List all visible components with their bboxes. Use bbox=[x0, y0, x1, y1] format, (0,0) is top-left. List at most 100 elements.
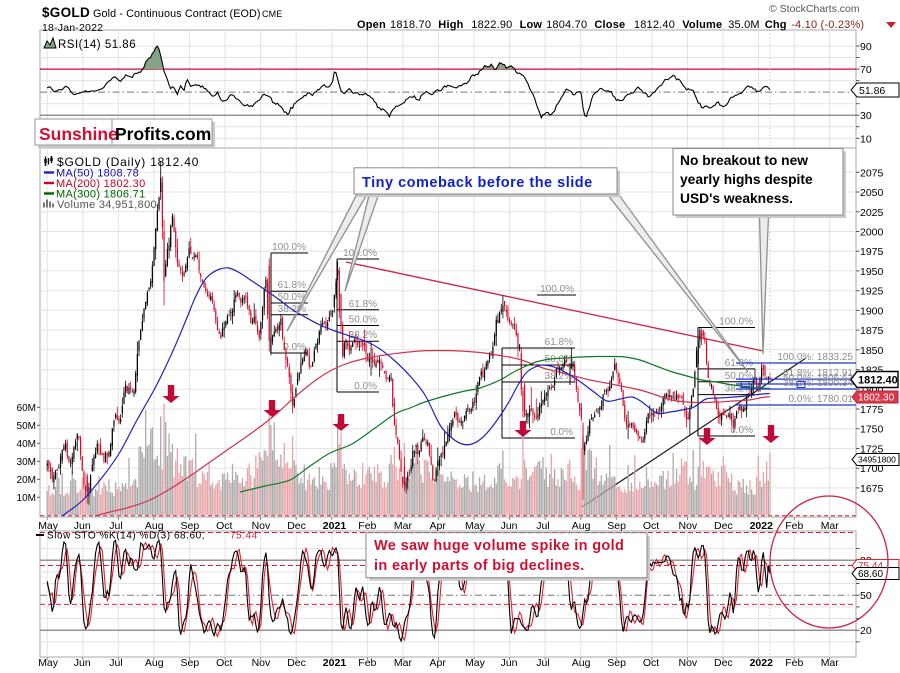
svg-text:0.0%: 0.0% bbox=[730, 425, 753, 436]
svg-text:1675: 1675 bbox=[860, 483, 884, 495]
svg-text:Jul: Jul bbox=[109, 520, 122, 532]
svg-text:Sep: Sep bbox=[607, 657, 626, 669]
svg-text:60M: 60M bbox=[17, 403, 36, 414]
svg-text:We saw huge volume spike in go: We saw huge volume spike in gold bbox=[374, 538, 624, 554]
svg-text:Jul: Jul bbox=[536, 657, 549, 669]
svg-text:1802.30: 1802.30 bbox=[858, 393, 895, 404]
svg-text:50.0%: 1806.63: 50.0%: 1806.63 bbox=[783, 373, 853, 384]
svg-text:Feb: Feb bbox=[358, 657, 376, 669]
svg-text:20M: 20M bbox=[17, 475, 36, 486]
svg-text:1900: 1900 bbox=[860, 305, 884, 317]
svg-text:Aug: Aug bbox=[145, 657, 164, 669]
svg-text:50M: 50M bbox=[17, 421, 36, 432]
svg-text:Jun: Jun bbox=[501, 520, 518, 532]
svg-text:CME: CME bbox=[262, 9, 282, 19]
svg-text:38.2%: 38.2% bbox=[349, 330, 377, 341]
svg-text:Feb: Feb bbox=[785, 657, 803, 669]
svg-text:Mar: Mar bbox=[394, 520, 413, 532]
svg-text:Apr: Apr bbox=[430, 657, 447, 669]
svg-text:90: 90 bbox=[860, 41, 872, 53]
svg-text:Chg: Chg bbox=[765, 19, 787, 31]
svg-text:in early parts of big declines: in early parts of big declines. bbox=[374, 558, 585, 574]
svg-text:Dec: Dec bbox=[287, 520, 306, 532]
svg-text:yearly highs despite: yearly highs despite bbox=[680, 172, 813, 187]
svg-text:0.0%: 0.0% bbox=[283, 342, 306, 353]
svg-text:100.0%: 100.0% bbox=[272, 242, 306, 253]
svg-text:2021: 2021 bbox=[323, 657, 347, 669]
svg-text:Mar: Mar bbox=[394, 657, 413, 669]
svg-text:MA(50) 1808.78: MA(50) 1808.78 bbox=[56, 168, 139, 180]
svg-text:Aug: Aug bbox=[145, 520, 164, 532]
svg-text:1725: 1725 bbox=[860, 444, 884, 456]
svg-text:2075: 2075 bbox=[860, 167, 884, 179]
svg-text:51.86: 51.86 bbox=[859, 85, 885, 97]
svg-text:RSI(14) 51.86: RSI(14) 51.86 bbox=[58, 39, 136, 51]
svg-text:Sep: Sep bbox=[607, 520, 626, 532]
svg-text:18-Jan-2022: 18-Jan-2022 bbox=[42, 22, 103, 34]
svg-text:Nov: Nov bbox=[679, 520, 698, 532]
svg-text:2025: 2025 bbox=[860, 207, 884, 219]
svg-text:Oct: Oct bbox=[216, 657, 232, 669]
svg-text:Sunshine: Sunshine bbox=[39, 124, 118, 144]
svg-text:Dec: Dec bbox=[714, 520, 733, 532]
svg-text:34951800: 34951800 bbox=[858, 455, 896, 465]
svg-text:1804.70: 1804.70 bbox=[546, 19, 587, 31]
svg-text:35.0M: 35.0M bbox=[728, 19, 760, 31]
svg-text:Aug: Aug bbox=[572, 520, 591, 532]
svg-text:38.2%: 38.2% bbox=[545, 371, 573, 382]
svg-text:Gold - Continuous Contract (EO: Gold - Continuous Contract (EOD) bbox=[93, 8, 261, 20]
svg-text:50: 50 bbox=[860, 590, 872, 602]
svg-text:Open: Open bbox=[357, 19, 386, 31]
svg-text:50.0%: 50.0% bbox=[349, 315, 377, 326]
svg-text:61.8%: 1812.91: 61.8%: 1812.91 bbox=[783, 368, 853, 379]
svg-text:1850: 1850 bbox=[860, 345, 884, 357]
svg-text:2050: 2050 bbox=[860, 187, 884, 199]
svg-text:Oct: Oct bbox=[216, 520, 232, 532]
svg-text:40M: 40M bbox=[17, 439, 36, 450]
svg-text:50.0%: 50.0% bbox=[725, 371, 753, 382]
svg-text:$GOLD: $GOLD bbox=[42, 5, 90, 20]
svg-text:Volume 34,951,800: Volume 34,951,800 bbox=[57, 199, 157, 211]
svg-text:30M: 30M bbox=[17, 457, 36, 468]
svg-text:Dec: Dec bbox=[287, 657, 306, 669]
svg-text:61.8%: 61.8% bbox=[349, 299, 377, 310]
svg-text:1812.40: 1812.40 bbox=[858, 375, 898, 387]
svg-text:Nov: Nov bbox=[252, 657, 271, 669]
svg-text:Feb: Feb bbox=[785, 520, 803, 532]
svg-text:Slow STO %K(14) %D(3) 68.60,: Slow STO %K(14) %D(3) 68.60, bbox=[47, 531, 205, 542]
svg-text:MA(200) 1802.30: MA(200) 1802.30 bbox=[56, 178, 146, 190]
svg-text:Sep: Sep bbox=[181, 657, 200, 669]
svg-text:20: 20 bbox=[860, 625, 872, 637]
svg-text:-4.10 (-0.23%): -4.10 (-0.23%) bbox=[791, 19, 864, 31]
svg-text:© StockCharts.com: © StockCharts.com bbox=[769, 3, 860, 15]
svg-text:2022: 2022 bbox=[750, 657, 774, 669]
svg-text:100.0%: 100.0% bbox=[719, 317, 753, 328]
svg-text:1925: 1925 bbox=[860, 286, 884, 298]
svg-text:Volume: Volume bbox=[682, 19, 722, 31]
svg-text:Jul: Jul bbox=[536, 520, 549, 532]
svg-text:1950: 1950 bbox=[860, 266, 884, 278]
svg-text:1775: 1775 bbox=[860, 404, 884, 416]
svg-text:Dec: Dec bbox=[714, 657, 733, 669]
svg-text:68.60: 68.60 bbox=[858, 569, 883, 580]
svg-text:2021: 2021 bbox=[323, 520, 347, 532]
svg-text:USD's weakness.: USD's weakness. bbox=[680, 191, 793, 206]
svg-text:Mar: Mar bbox=[821, 657, 840, 669]
svg-text:MA(300) 1806.71: MA(300) 1806.71 bbox=[56, 189, 146, 201]
svg-text:1750: 1750 bbox=[860, 424, 884, 436]
svg-text:2000: 2000 bbox=[860, 227, 884, 239]
svg-text:Oct: Oct bbox=[643, 520, 659, 532]
svg-text:38.2%: 1800.34: 38.2%: 1800.34 bbox=[783, 378, 853, 389]
svg-text:Jun: Jun bbox=[74, 520, 91, 532]
svg-text:Jun: Jun bbox=[501, 657, 518, 669]
svg-text:1700: 1700 bbox=[860, 463, 884, 475]
svg-text:100.0%: 100.0% bbox=[540, 284, 574, 295]
svg-text:10: 10 bbox=[860, 133, 872, 145]
svg-text:Feb: Feb bbox=[358, 520, 376, 532]
svg-text:0.0%: 0.0% bbox=[354, 381, 377, 392]
svg-text:No breakout to new: No breakout to new bbox=[680, 153, 808, 168]
svg-text:61.8%: 61.8% bbox=[545, 337, 573, 348]
svg-text:1875: 1875 bbox=[860, 325, 884, 337]
svg-text:May: May bbox=[465, 520, 486, 532]
svg-text:May: May bbox=[38, 657, 59, 669]
